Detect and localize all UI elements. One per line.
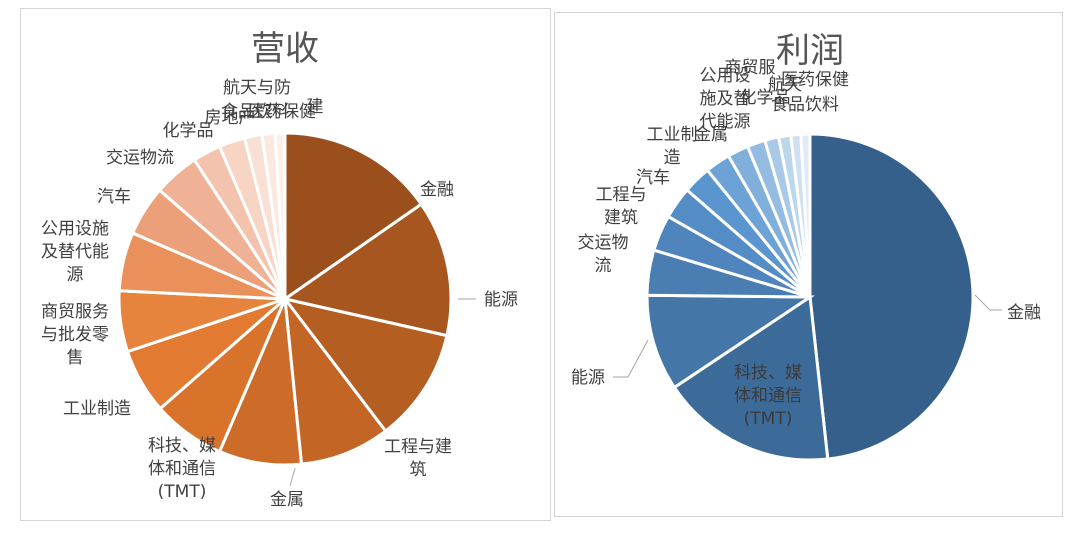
- slice-label: 交运物流: [106, 148, 174, 168]
- slice-label: 建: [307, 97, 324, 117]
- pie-slice: [273, 131, 287, 300]
- slice-label: 金属: [694, 125, 728, 145]
- label-leader-line: [974, 294, 1002, 311]
- slice-label: 公用设施及替代能源: [41, 219, 109, 285]
- slice-label: 化学品: [740, 88, 791, 108]
- slice-label: 食品饮料: [221, 102, 289, 122]
- pie-slice: [808, 132, 975, 461]
- label-leader-line: [613, 339, 649, 378]
- chart-title: 营收: [251, 29, 319, 69]
- slice-label: 工业制造: [63, 399, 131, 419]
- pie-slice: [281, 202, 453, 338]
- slice-label: 科技、媒体和通信(TMT): [734, 363, 802, 429]
- slice-label: 公用设施及替代能源: [700, 66, 751, 132]
- slice-label: 航天: [768, 75, 802, 95]
- slice-label: 航天与防: [223, 78, 291, 98]
- slice-label: 金属: [270, 490, 304, 510]
- slice-label: 商贸服: [725, 58, 776, 78]
- slice-label: 汽车: [97, 187, 131, 207]
- slice-label: 工业制造: [647, 125, 698, 168]
- slice-label: 交运物流: [578, 233, 629, 276]
- slice-label: 食品饮料: [771, 95, 839, 115]
- pie-slice: [645, 293, 815, 390]
- slice-label: 汽车: [636, 168, 670, 188]
- pie-slice: [799, 132, 812, 298]
- pie-slice: [283, 131, 424, 302]
- label-leader-line: [289, 467, 296, 487]
- pie-slice: [672, 294, 830, 462]
- slice-label: 金融: [420, 180, 454, 200]
- slice-label: 商贸服务与批发零售: [41, 302, 109, 368]
- slice-label: 金融: [1007, 303, 1041, 323]
- slice-label: 工程与建筑: [596, 185, 647, 228]
- pie-slice: [282, 293, 388, 466]
- slice-label: 房地产: [205, 108, 256, 128]
- slice-label: 医药保健: [781, 70, 849, 90]
- slice-label: 能源: [571, 368, 605, 388]
- slice-label: 工程与建筑: [384, 437, 452, 480]
- slice-label: 能源: [484, 290, 518, 310]
- slice-label: 科技、媒体和通信(TMT): [148, 436, 216, 502]
- pie-slice: [281, 296, 449, 434]
- slice-label: 医药保健: [248, 102, 316, 122]
- slice-label: 化学品: [163, 121, 214, 141]
- chart-title: 利润: [776, 31, 844, 71]
